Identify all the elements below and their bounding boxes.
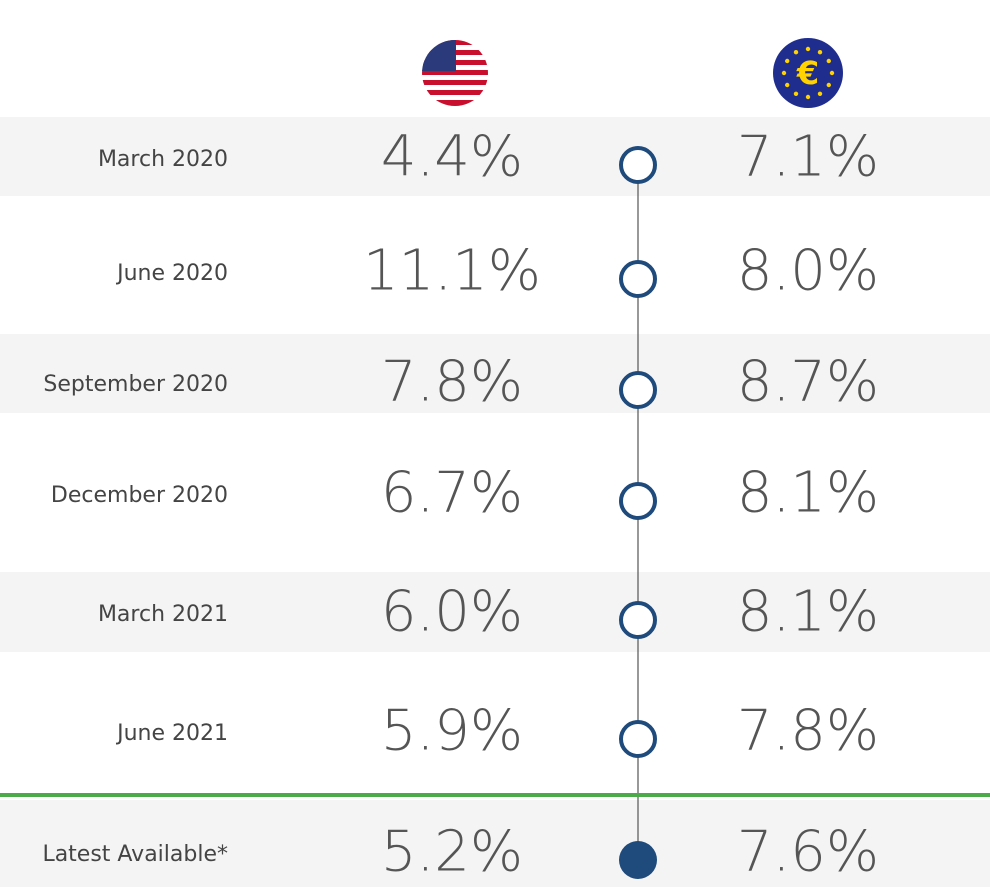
row-label: September 2020 <box>43 372 228 397</box>
star <box>805 94 811 100</box>
eu-value: 8.1% <box>737 579 879 644</box>
row-label: Latest Available* <box>42 842 228 867</box>
rows: March 2020 4.4% 7.1% June 2020 11.1% 8.0% Sept… <box>42 124 879 884</box>
eu-value: 7.6% <box>737 819 879 884</box>
star <box>826 58 831 64</box>
row-band <box>0 334 990 413</box>
us-value: 11.1% <box>363 238 541 303</box>
star <box>785 58 790 64</box>
eu-value: 7.1% <box>737 124 879 189</box>
row-band <box>0 117 990 196</box>
timeline-node <box>619 146 657 184</box>
us-value: 7.8% <box>381 349 523 414</box>
star <box>793 91 799 96</box>
eu-flag: € <box>773 38 843 108</box>
star <box>785 82 790 88</box>
row-label: March 2020 <box>98 147 228 172</box>
timeline-node <box>619 482 657 520</box>
timeline-node <box>619 601 657 639</box>
row-bands <box>0 117 990 887</box>
eu-value: 8.1% <box>737 460 879 525</box>
row-label: June 2021 <box>115 721 228 746</box>
timeline-node <box>619 841 657 879</box>
timeline-node <box>619 260 657 298</box>
row-band <box>0 572 990 652</box>
row-band <box>0 800 990 887</box>
us-value: 6.0% <box>381 579 523 644</box>
eu-value: 8.7% <box>737 349 879 414</box>
star <box>793 50 799 55</box>
star <box>805 46 811 52</box>
star <box>817 50 823 55</box>
us-value: 5.9% <box>381 698 523 763</box>
eu-value: 7.8% <box>737 698 879 763</box>
row-label: December 2020 <box>51 483 228 508</box>
us-flag <box>422 40 488 106</box>
svg-text:€: € <box>796 54 819 92</box>
us-value: 5.2% <box>381 819 523 884</box>
timeline-node <box>619 720 657 758</box>
row-label: June 2020 <box>115 261 228 286</box>
eu-value: 8.0% <box>737 238 879 303</box>
divider <box>0 793 990 797</box>
star <box>829 70 835 76</box>
star <box>817 91 823 96</box>
star <box>781 70 787 76</box>
us-value: 6.7% <box>381 460 523 525</box>
us-value: 4.4% <box>381 124 523 189</box>
star <box>826 82 831 88</box>
timeline-node <box>619 371 657 409</box>
row-label: March 2021 <box>98 602 228 627</box>
